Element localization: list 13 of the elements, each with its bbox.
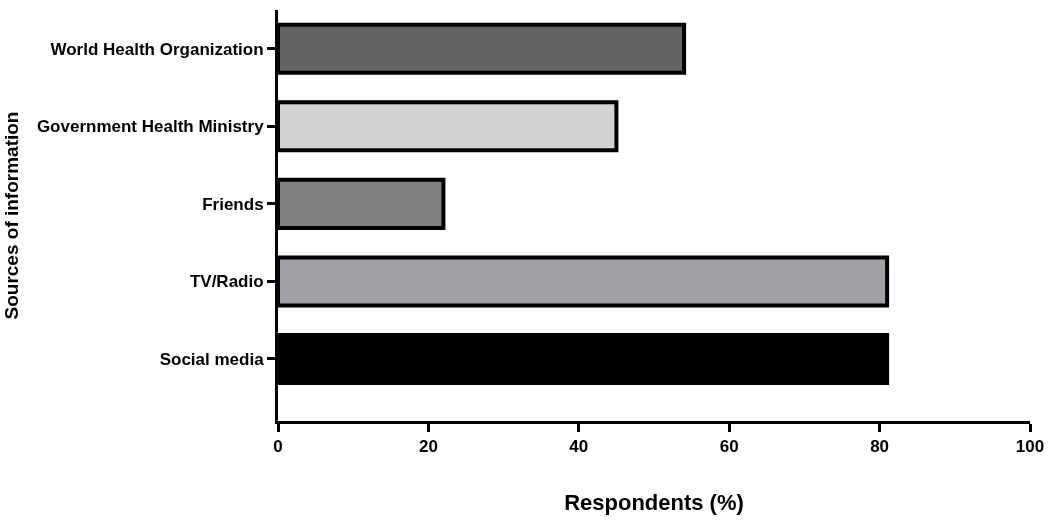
y-axis-title: Sources of information bbox=[0, 111, 22, 320]
x-tick-label: 40 bbox=[569, 437, 589, 457]
y-tick-label: Government Health Ministry bbox=[36, 117, 265, 137]
y-tick-label: Social media bbox=[159, 349, 265, 369]
x-tick-label: 60 bbox=[719, 437, 739, 457]
y-tick-label: Friends bbox=[202, 194, 264, 214]
x-tick-label: 0 bbox=[273, 437, 283, 457]
x-axis-title: Respondents (%) bbox=[564, 490, 744, 516]
y-tick-label: World Health Organization bbox=[50, 39, 264, 59]
x-tick-label: 80 bbox=[870, 437, 890, 457]
x-tick-label: 100 bbox=[1015, 437, 1045, 457]
y-tick-label: TV/Radio bbox=[189, 272, 264, 292]
x-tick-label: 20 bbox=[418, 437, 438, 457]
